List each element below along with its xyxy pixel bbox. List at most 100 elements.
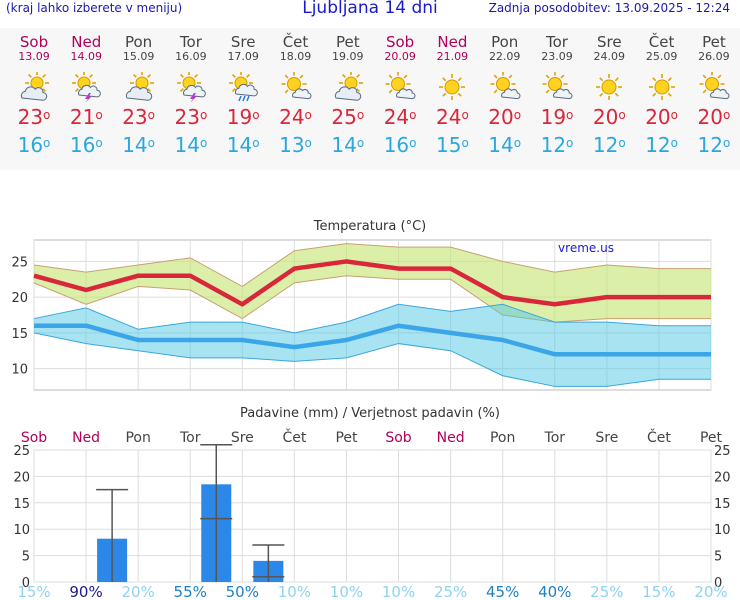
day-name: Ned	[437, 33, 468, 51]
y-tick-label: 25	[11, 255, 28, 270]
sun-cloud-icon	[542, 72, 573, 100]
sun-cloud-icon	[385, 72, 416, 100]
y-tick-label-right: 25	[714, 444, 731, 459]
y-tick-label: 15	[13, 497, 30, 512]
day-date: 15.09	[122, 50, 155, 63]
probability-label: 20%	[121, 583, 154, 600]
day-column: Tor 23.09 19o 12o	[531, 28, 583, 157]
temperature-chart: 10 15 20 25 vreme.us	[11, 239, 712, 391]
sun-thunderstorm-icon	[176, 72, 206, 102]
location-note[interactable]: (kraj lahko izberete v meniju)	[6, 1, 183, 15]
y-tick-label: 5	[22, 550, 30, 565]
y-tick-label: 25	[13, 444, 30, 459]
day-column: Sob 20.09 24o 16o	[374, 28, 426, 157]
partly-cloudy-icon	[334, 72, 363, 101]
day-date: 23.09	[541, 50, 573, 63]
y-tick-label-right: 20	[714, 470, 731, 485]
min-temperature: 16o	[69, 133, 103, 157]
min-temperature: 12o	[592, 133, 626, 157]
y-tick-label-right: 0	[714, 576, 722, 591]
y-tick-label: 20	[11, 291, 28, 306]
y-tick-label: 10	[11, 363, 28, 378]
day-column: Tor 16.09 23o 14o	[165, 28, 217, 157]
day-column: Sre 17.09 19o 14o	[217, 28, 269, 157]
page-header: (kraj lahko izberete v meniju) Ljubljana…	[0, 0, 740, 20]
min-temperature: 12o	[540, 133, 574, 157]
day-column: Čet 18.09 24o 13o	[270, 28, 322, 157]
min-temperature-line	[34, 323, 711, 357]
max-temperature-line	[33, 259, 711, 307]
min-temperature-band-upper	[33, 303, 711, 334]
y-tick-label: 10	[13, 523, 30, 538]
category-label: Pon	[490, 430, 515, 446]
day-date: 17.09	[227, 50, 259, 63]
day-column: Pet 26.09 20o 12o	[688, 28, 740, 157]
sun-icon	[596, 74, 623, 100]
category-label: Ned	[72, 430, 100, 446]
min-temperature: 13o	[279, 133, 312, 157]
category-label: Ned	[437, 430, 465, 446]
category-label: Sob	[21, 430, 47, 446]
max-temperature: 23o	[174, 105, 208, 129]
day-column: Sre 24.09 20o 12o	[583, 28, 635, 157]
day-column: Čet 25.09 20o 12o	[636, 28, 688, 157]
day-date: 25.09	[645, 50, 678, 63]
temperature-chart-title: Temperatura (°C)	[313, 219, 427, 234]
partly-cloudy-icon	[20, 72, 49, 101]
min-temperature: 14o	[331, 133, 365, 157]
day-column: Ned 21.09 24o 15o	[426, 28, 478, 157]
max-temperature: 19o	[226, 105, 260, 129]
watermark: vreme.us	[558, 241, 614, 255]
day-name: Pon	[491, 33, 519, 51]
day-column: Pon 15.09 23o 14o	[113, 28, 165, 157]
probability-label: 25%	[434, 583, 467, 600]
probability-label: 10%	[382, 583, 415, 600]
max-temperature-band-lower	[33, 275, 711, 323]
max-temperature: 19o	[540, 105, 574, 129]
day-name: Sre	[230, 33, 256, 51]
sun-icon	[439, 74, 466, 100]
category-label: Pet	[700, 430, 723, 446]
day-name: Tor	[179, 33, 202, 51]
max-temperature: 20o	[488, 105, 522, 129]
sun-thunderstorm-icon	[72, 72, 102, 102]
category-label: Tor	[179, 430, 201, 446]
day-name: Sob	[19, 33, 49, 51]
min-temperature: 14o	[174, 133, 208, 157]
y-tick-label-right: 10	[714, 523, 731, 538]
precip-chart-title: Padavine (mm) / Verjetnost padavin (%)	[240, 406, 500, 421]
max-temperature-band-upper	[33, 243, 711, 288]
day-date: 21.09	[436, 50, 469, 63]
category-label: Sre	[595, 430, 618, 446]
min-temperature: 12o	[645, 133, 678, 157]
day-date: 19.09	[332, 50, 364, 63]
plot-area	[33, 449, 712, 583]
sun-icon	[648, 74, 675, 100]
max-temperature: 24o	[383, 105, 417, 129]
min-temperature: 12o	[697, 133, 731, 157]
min-temperature: 16o	[17, 133, 51, 157]
probability-label: 50%	[226, 583, 259, 600]
category-label: Čet	[282, 428, 306, 446]
probability-label: 10%	[330, 583, 363, 600]
min-temperature-band	[34, 304, 711, 387]
max-temperature: 24o	[435, 105, 469, 129]
day-name: Sre	[597, 33, 622, 51]
probability-label: 40%	[538, 583, 571, 600]
probability-label: 55%	[174, 583, 207, 600]
y-tick-label: 20	[13, 470, 30, 485]
day-name: Pet	[702, 33, 726, 51]
day-name: Čet	[282, 33, 309, 51]
day-name: Pon	[124, 33, 153, 51]
day-name: Pet	[335, 33, 360, 51]
max-temperature: 23o	[17, 105, 51, 129]
day-column: Ned 14.09 21o 16o	[60, 28, 112, 157]
last-updated: Zadnja posodobitev: 13.09.2025 - 12:24	[488, 1, 730, 15]
category-label: Pet	[335, 430, 358, 446]
category-label: Čet	[647, 428, 671, 446]
probability-label: 25%	[590, 583, 623, 600]
partly-cloudy-icon	[125, 72, 154, 101]
category-label: Pon	[125, 430, 150, 446]
sun-cloud-icon	[490, 72, 521, 100]
